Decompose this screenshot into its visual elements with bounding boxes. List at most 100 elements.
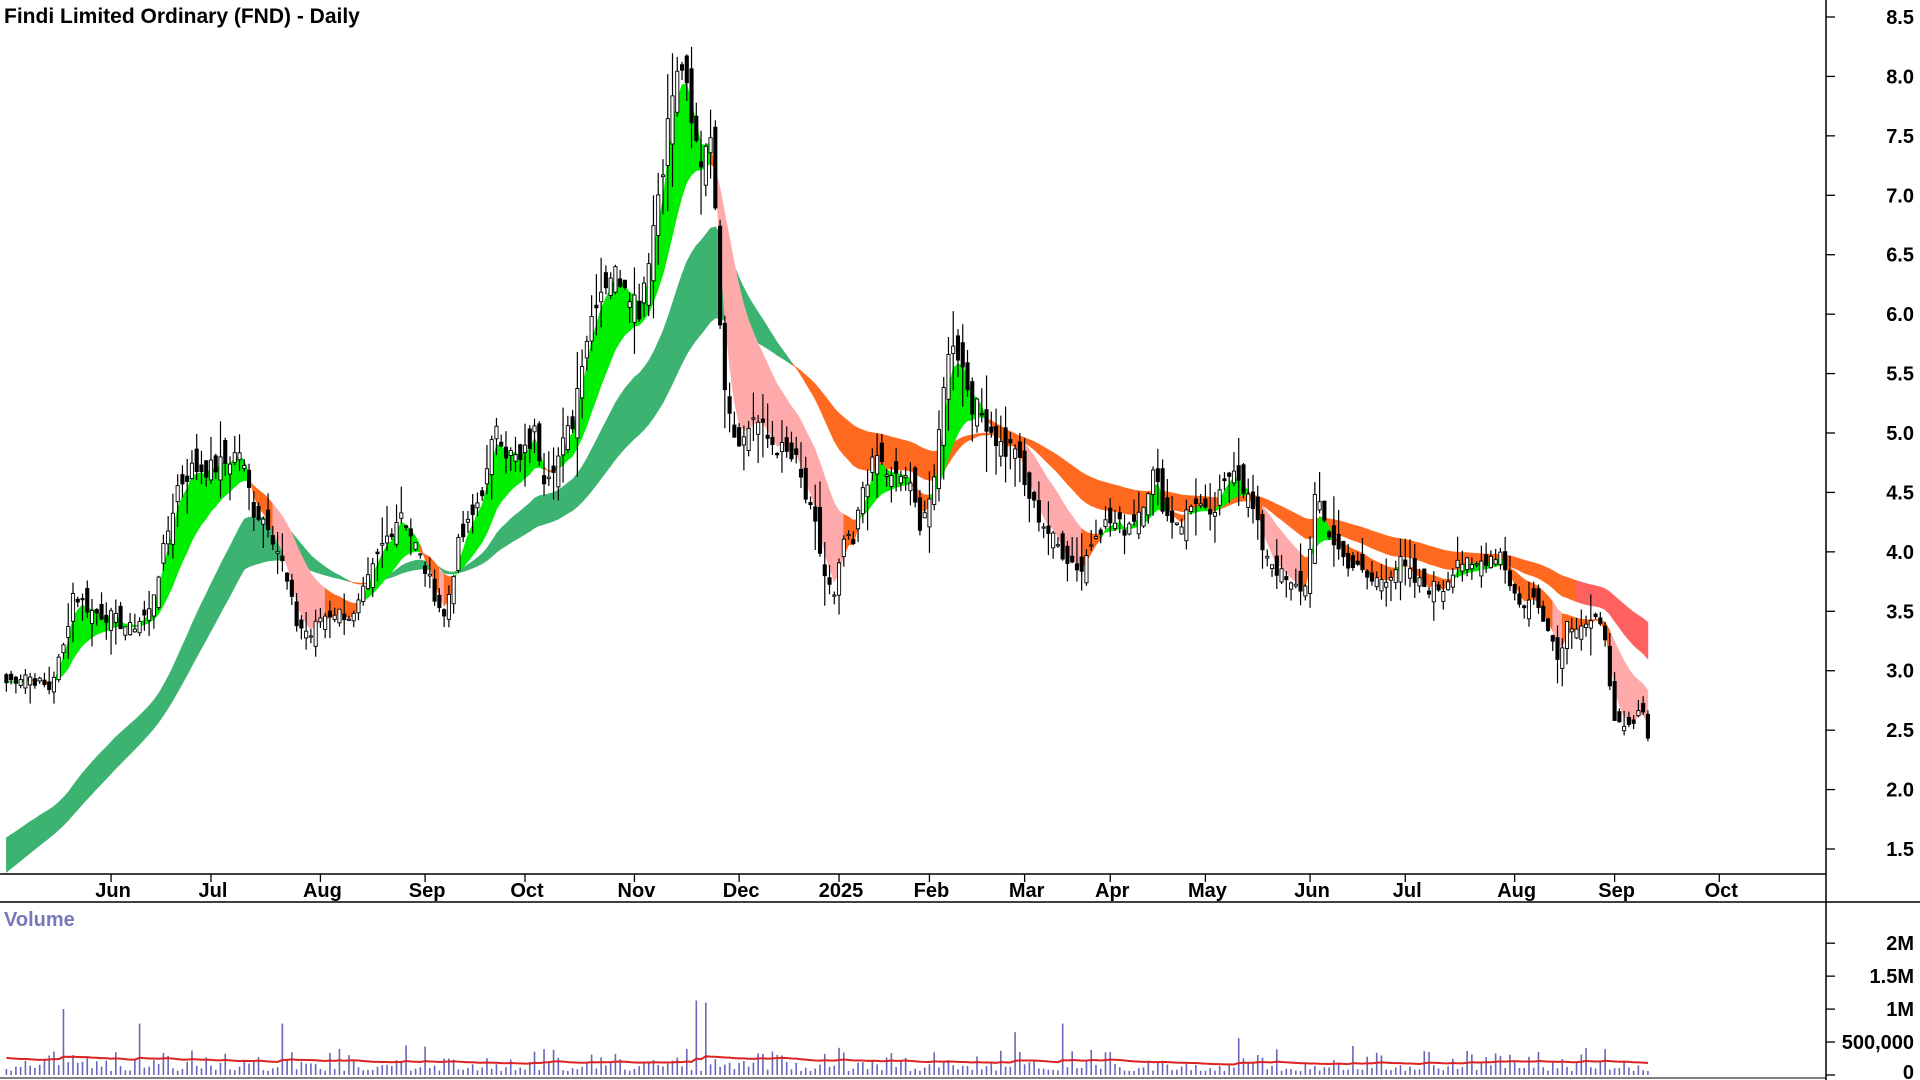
- long-term-band-segment: [1305, 518, 1311, 540]
- long-term-band-segment: [1276, 503, 1282, 521]
- candle-body: [465, 518, 470, 523]
- candle-body: [1603, 625, 1608, 641]
- indicator-bands: [6, 83, 1649, 873]
- long-term-band-segment: [172, 656, 178, 702]
- candle-body: [913, 467, 918, 503]
- long-term-band-segment: [605, 412, 611, 474]
- candle-body: [1017, 441, 1022, 458]
- long-term-band-segment: [129, 719, 136, 755]
- long-term-band-segment: [1514, 556, 1520, 572]
- candle-body: [132, 628, 137, 633]
- short-term-band-segment: [681, 83, 688, 197]
- candle-body: [875, 455, 880, 475]
- long-term-band-segment: [1086, 474, 1092, 507]
- long-term-band-segment: [543, 493, 550, 525]
- candle-body: [946, 354, 951, 400]
- long-term-band-segment: [1029, 439, 1035, 451]
- long-term-band-segment: [1623, 603, 1630, 641]
- candle-body: [1260, 513, 1265, 551]
- short-term-band-segment: [1623, 659, 1630, 721]
- short-term-band-segment: [600, 297, 607, 386]
- candle-body: [865, 484, 870, 498]
- candle-body: [118, 605, 123, 630]
- candle-body: [1641, 702, 1646, 713]
- short-term-band-segment: [386, 540, 393, 578]
- candle-body: [1346, 553, 1351, 569]
- candle-body: [1465, 557, 1470, 571]
- long-term-band-segment: [529, 497, 535, 532]
- long-term-band-segment: [324, 566, 331, 577]
- candle-body: [1046, 525, 1051, 534]
- long-term-band-segment: [1604, 588, 1611, 616]
- candle-body: [703, 145, 708, 186]
- candle-body: [1598, 617, 1603, 625]
- candle-body: [537, 423, 542, 462]
- candle-body: [1560, 647, 1565, 669]
- x-tick-label: Sep: [409, 880, 446, 902]
- long-term-band-segment: [581, 457, 588, 503]
- short-term-band-segment: [67, 617, 74, 669]
- candle-body: [641, 282, 647, 304]
- long-term-band-segment: [848, 420, 854, 467]
- candle-body: [432, 578, 437, 602]
- candle-body: [346, 618, 352, 621]
- long-term-band-segment: [1295, 513, 1301, 536]
- candle-body: [1636, 710, 1641, 717]
- short-term-band-segment: [524, 449, 531, 479]
- long-term-band-segment: [1528, 561, 1535, 577]
- long-term-band-segment: [638, 366, 645, 436]
- long-term-band-segment: [315, 559, 321, 575]
- long-term-band-segment: [700, 233, 707, 336]
- long-term-band-segment: [1443, 549, 1449, 570]
- long-term-band-segment: [662, 317, 669, 403]
- long-term-band-segment: [596, 430, 602, 486]
- long-term-band-segment: [343, 577, 350, 582]
- candle-body: [246, 469, 252, 488]
- long-term-band-segment: [791, 361, 797, 369]
- candle-body: [846, 533, 851, 537]
- candle-body: [1222, 478, 1227, 482]
- candle-body: [917, 497, 922, 531]
- candle-body: [1293, 583, 1298, 587]
- candle-body: [218, 456, 223, 481]
- long-term-band-segment: [1176, 493, 1182, 513]
- long-term-band-segment: [1614, 595, 1620, 629]
- x-tick-label: Jun: [95, 880, 131, 902]
- candle-body: [1308, 548, 1313, 594]
- candle-body: [1265, 555, 1270, 559]
- candle-body: [1441, 591, 1446, 602]
- candle-body: [1522, 605, 1527, 609]
- candle-body: [128, 622, 133, 636]
- candle-body: [1022, 450, 1027, 486]
- short-term-band-segment: [619, 281, 626, 343]
- long-term-band-segment: [634, 372, 640, 440]
- candle-body: [1065, 545, 1070, 564]
- long-term-band-segment: [1385, 535, 1392, 556]
- long-term-band-segment: [67, 784, 74, 822]
- long-term-band-segment: [96, 751, 102, 790]
- long-term-band-segment: [776, 341, 783, 359]
- long-term-band-segment: [44, 809, 50, 843]
- candle-body: [47, 681, 52, 691]
- long-term-band-segment: [1400, 538, 1406, 558]
- long-term-band-segment: [629, 376, 635, 445]
- short-term-band-segment: [400, 521, 407, 560]
- candle-body: [1593, 613, 1598, 617]
- candle-body: [299, 619, 304, 629]
- long-term-band-segment: [1447, 550, 1454, 571]
- short-term-band-segment: [757, 343, 764, 424]
- candle-body: [784, 437, 789, 452]
- candle-body: [251, 502, 256, 518]
- candle-body: [1155, 468, 1160, 483]
- long-term-band-segment: [1619, 599, 1625, 636]
- long-term-band-segment: [1171, 492, 1178, 511]
- candle-body: [1388, 577, 1394, 581]
- candle-body: [185, 475, 190, 482]
- candle-body: [1098, 529, 1103, 535]
- candle-body: [1484, 554, 1489, 566]
- long-term-band-segment: [167, 666, 174, 710]
- candle-body: [637, 300, 642, 320]
- candle-body: [1550, 635, 1555, 642]
- candle-body: [1369, 572, 1374, 582]
- long-term-band-segment: [1585, 583, 1592, 606]
